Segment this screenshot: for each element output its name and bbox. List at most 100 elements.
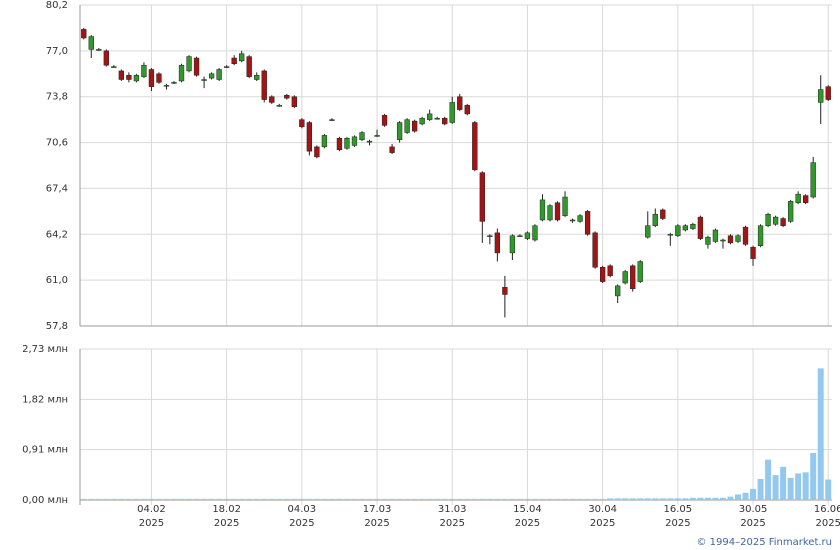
candle-body — [427, 113, 433, 120]
candle-body — [803, 195, 809, 204]
candle-body — [705, 236, 711, 245]
volume-bar — [659, 498, 666, 500]
x-tick-label: 2025 — [214, 518, 239, 529]
volume-bar — [396, 498, 403, 500]
candle-body — [396, 122, 403, 140]
volume-bar — [787, 477, 794, 500]
candle-body — [239, 53, 245, 62]
candle-body — [645, 225, 651, 238]
candle-body — [193, 57, 200, 76]
candle-body — [630, 265, 636, 289]
y2-tick-label: 2,73 млн — [22, 344, 68, 355]
volume-bar — [110, 498, 117, 500]
candle-body — [675, 225, 681, 236]
x-tick-label: 2025 — [440, 518, 465, 529]
volume-bar — [261, 498, 268, 500]
candle-body — [118, 70, 125, 80]
candle-body — [231, 57, 237, 65]
candle-body — [216, 69, 222, 80]
volume-bar — [546, 498, 554, 500]
volume-bar — [562, 498, 569, 500]
volume-bar — [291, 498, 298, 500]
volume-bar — [208, 498, 215, 500]
candle-body — [344, 138, 350, 149]
candle-body — [509, 235, 516, 254]
x-tick-label: 2025 — [590, 518, 615, 529]
candle-body — [720, 239, 726, 242]
volume-bar — [569, 498, 576, 500]
y2-tick-label: 1,82 млн — [22, 394, 68, 405]
volume-bar — [351, 498, 358, 500]
y-tick-label: 57,8 — [46, 321, 68, 332]
volume-bar — [682, 498, 689, 500]
x-tick-label: 16.05 — [664, 504, 693, 515]
volume-bar — [434, 498, 441, 500]
candle-body — [442, 117, 448, 125]
volume-bar — [697, 497, 704, 500]
volume-bar — [306, 498, 313, 500]
x-tick-label: 2025 — [139, 518, 164, 529]
candle-body — [269, 96, 275, 103]
x-tick-label: 31.03 — [438, 504, 467, 515]
candle-body — [795, 193, 801, 204]
candle-body — [148, 69, 155, 87]
volume-bar — [343, 498, 350, 500]
volume-bar — [268, 498, 275, 500]
candle-body — [126, 74, 132, 80]
volume-bar — [223, 498, 230, 500]
candle-body — [712, 229, 719, 242]
volume-bar — [486, 498, 493, 500]
volume-bar — [471, 498, 478, 500]
volume-bar — [509, 498, 516, 500]
candle-body — [276, 105, 282, 107]
volume-bar — [133, 498, 140, 500]
x-tick-label: 2025 — [515, 518, 540, 529]
candle-body — [261, 70, 267, 100]
volume-bar — [501, 498, 508, 500]
candle-body — [615, 285, 621, 297]
volume-bar — [734, 494, 742, 500]
candle-body — [141, 64, 147, 77]
volume-bar — [178, 498, 185, 500]
volume-bar — [607, 498, 614, 500]
volume-bar — [719, 497, 726, 500]
volume-bar — [95, 498, 102, 500]
volume-bar — [411, 498, 418, 500]
volume-bar — [163, 498, 170, 500]
candle-body — [359, 132, 365, 140]
y-tick-label: 80,2 — [46, 0, 68, 11]
volume-bar — [88, 498, 95, 500]
volume-bar — [366, 498, 373, 500]
y-tick-label: 61,0 — [46, 275, 68, 286]
candle-body — [584, 211, 591, 235]
volume-bar — [80, 498, 87, 500]
volume-bar — [148, 498, 155, 500]
volume-bar — [118, 498, 125, 500]
x-tick-label: 2025 — [816, 518, 840, 529]
candle-body — [464, 105, 470, 115]
candle-body — [254, 74, 260, 80]
candle-body — [517, 235, 523, 237]
volume-bar — [456, 498, 463, 500]
candle-body — [351, 136, 358, 146]
x-tick-label: 2025 — [364, 518, 389, 529]
candle-body — [780, 218, 786, 226]
candle-body — [825, 86, 831, 100]
volume-bar — [155, 498, 162, 500]
candle-body — [111, 66, 117, 68]
candle-body — [607, 265, 613, 277]
candle-body — [569, 219, 576, 222]
candle-body — [735, 235, 741, 242]
x-tick-label: 04.03 — [288, 504, 317, 515]
candle-body — [291, 96, 297, 107]
volume-bar — [389, 498, 396, 500]
candle-body — [306, 122, 313, 152]
volume-bar — [825, 479, 832, 500]
volume-bar — [667, 498, 674, 500]
volume-bar — [419, 498, 426, 500]
candle-body — [389, 146, 395, 153]
x-tick-label: 30.04 — [588, 504, 617, 515]
volume-bar — [298, 498, 305, 500]
volume-bar — [644, 498, 651, 500]
